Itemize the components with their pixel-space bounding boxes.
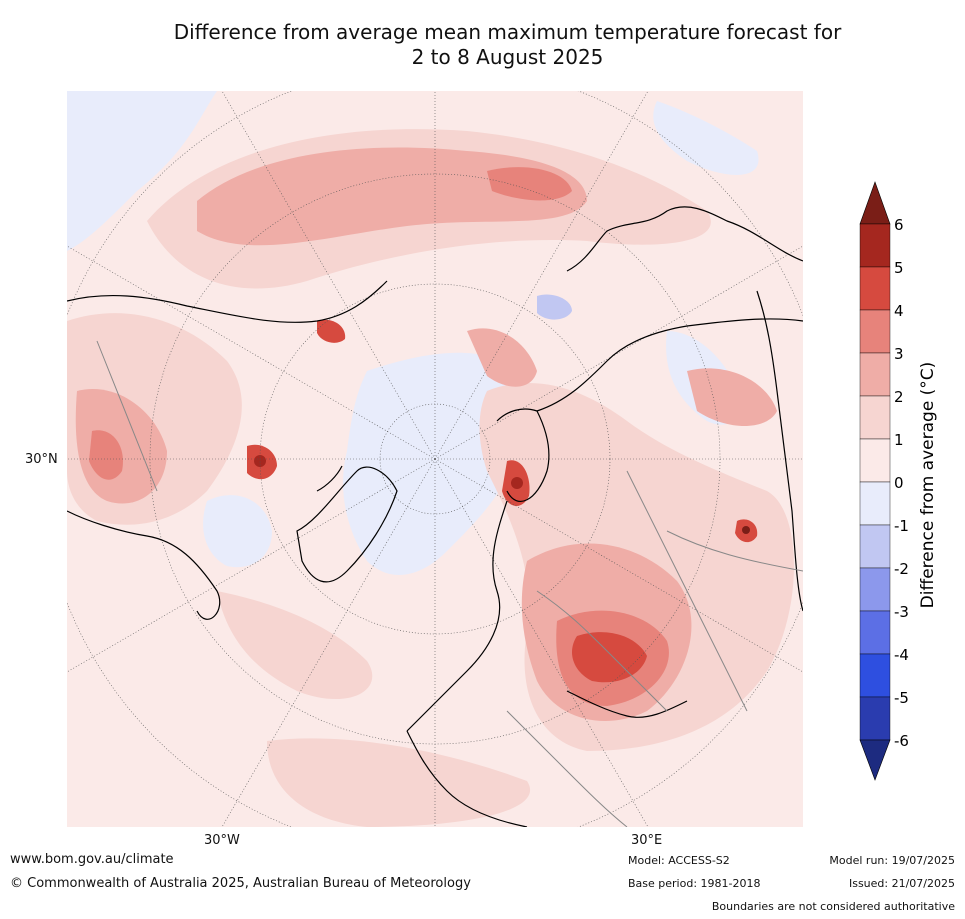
colorbar-tick-label: -6: [894, 732, 909, 750]
colorbar-tick-label: -5: [894, 689, 909, 707]
colorbar-cell: [859, 567, 891, 612]
footer-disclaimer: Boundaries are not considered authoritat…: [711, 900, 955, 913]
country-borders: [96, 340, 803, 827]
colorbar-cell: [859, 352, 891, 397]
anomaly-4-5-east-siberia: [317, 319, 346, 343]
lon-label-30w: 30°W: [204, 833, 240, 848]
temperature-anomaly-map: [67, 91, 803, 827]
coastlines: [67, 206, 803, 827]
anomaly-3-4-alaska: [89, 430, 123, 480]
anomaly-5-6-china: [742, 526, 750, 534]
colorbar-cells: [859, 181, 891, 781]
anomaly-2-3-barents: [467, 328, 537, 387]
anomaly-2-3-east-asia: [687, 368, 777, 426]
colorbar-tick-label: 4: [894, 302, 904, 320]
anomaly-neg-area-top-left: [67, 91, 217, 251]
title-line-1: Difference from average mean maximum tem…: [173, 20, 842, 44]
colorbar-extend-bottom: [859, 739, 891, 781]
colorbar-cell: [859, 395, 891, 440]
colorbar-tick-label: -2: [894, 560, 909, 578]
anomaly-3-4-pacific: [487, 167, 572, 201]
colorbar-cell: [859, 266, 891, 311]
colorbar-tick-label: 6: [894, 216, 904, 234]
title-line-2: 2 to 8 August 2025: [411, 45, 604, 69]
colorbar-ticks: 6 5 4 3 2 1 0 -1 -2 -3 -4 -5 -6: [894, 216, 909, 750]
chart-title: Difference from average mean maximum tem…: [60, 20, 955, 70]
footer-url[interactable]: www.bom.gov.au/climate: [10, 852, 174, 867]
colorbar-tick-label: 1: [894, 431, 904, 449]
footer-model: Model: ACCESS-S2: [628, 854, 730, 867]
colorbar-cell: [859, 653, 891, 698]
anomaly-4-5-russia: [572, 632, 647, 683]
footer-issued: Issued: 21/07/2025: [848, 877, 955, 890]
anomaly-5-6-north-america: [254, 455, 266, 467]
colorbar-tick-label: 3: [894, 345, 904, 363]
colorbar-tick-label: -3: [894, 603, 909, 621]
colorbar-cell: [859, 696, 891, 741]
colorbar-cell: [859, 481, 891, 526]
colorbar: 6 5 4 3 2 1 0 -1 -2 -3 -4 -5 -6 Difference from aver…: [859, 181, 938, 781]
lon-label-30e: 30°E: [631, 833, 663, 848]
colorbar-tick-label: 2: [894, 388, 904, 406]
anomaly-neg-area-arctic: [343, 352, 521, 575]
footer-base-period: Base period: 1981-2018: [628, 877, 761, 890]
anomaly-neg-area-kara: [537, 294, 572, 320]
footer-model-run: Model run: 19/07/2025: [829, 854, 955, 867]
colorbar-cell: [859, 524, 891, 569]
colorbar-cell: [859, 309, 891, 354]
graticule: [67, 91, 803, 827]
colorbar-tick-label: 5: [894, 259, 904, 277]
anomaly-neg-area-hudson: [203, 495, 272, 568]
colorbar-cell: [859, 610, 891, 655]
colorbar-tick-label: -4: [894, 646, 909, 664]
colorbar-label: Difference from average (°C): [918, 362, 938, 609]
anomaly-1-2-atlantic: [217, 591, 373, 700]
footer-copyright: © Commonwealth of Australia 2025, Austra…: [10, 876, 471, 891]
colorbar-tick-label: -1: [894, 517, 909, 535]
colorbar-tick-label: 0: [894, 474, 904, 492]
anomaly-5-6-scandinavia: [511, 477, 523, 489]
anomaly-neg-area-top-right: [653, 101, 759, 175]
lat-label-30n: 30°N: [25, 452, 58, 467]
colorbar-cell: [859, 223, 891, 268]
colorbar-cell: [859, 438, 891, 483]
colorbar-extend-top: [859, 181, 891, 225]
